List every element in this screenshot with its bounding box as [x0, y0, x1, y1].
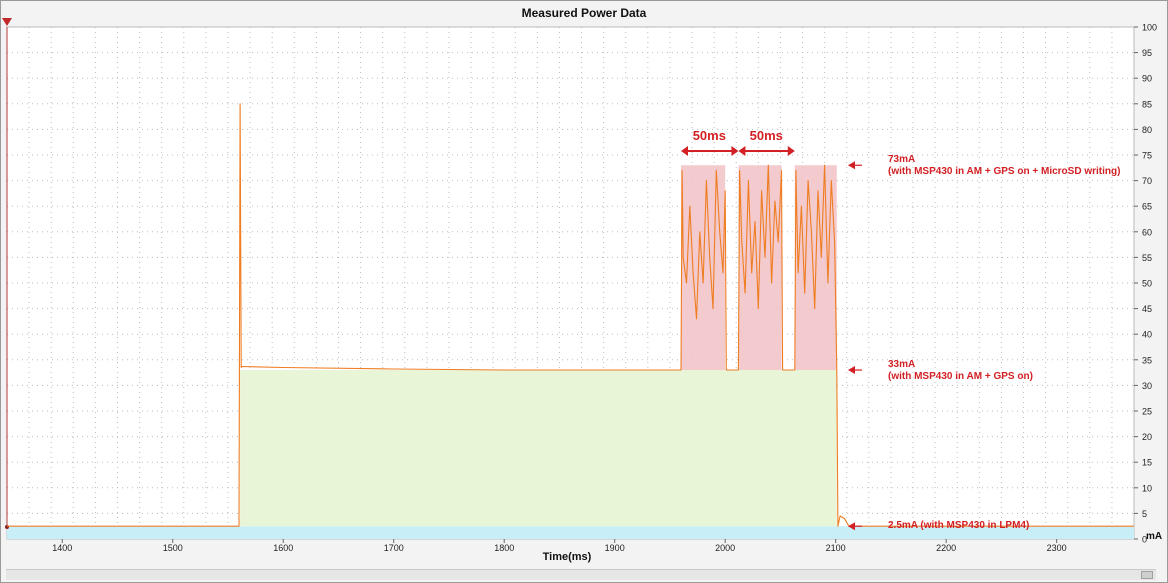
y-tick-label: 35	[1142, 355, 1152, 365]
y-tick-label: 40	[1142, 330, 1152, 340]
y-tick-label: 95	[1142, 48, 1152, 58]
annotation-73ma: 73mA (with MSP430 in AM + GPS on + Micro…	[888, 154, 1120, 178]
active-area-fill	[240, 370, 837, 526]
y-tick-label: 30	[1142, 381, 1152, 391]
annotation-33ma-value: 33mA	[888, 359, 1033, 371]
y-tick-label: 15	[1142, 458, 1152, 468]
time-cursor-marker-icon[interactable]	[2, 18, 12, 26]
horizontal-scrollbar[interactable]	[6, 569, 1156, 580]
y-tick-label: 70	[1142, 176, 1152, 186]
y-tick-label: 55	[1142, 253, 1152, 263]
y-tick-label: 5	[1142, 509, 1147, 519]
y-tick-label: 45	[1142, 304, 1152, 314]
time-cursor-dot	[5, 525, 9, 529]
y-tick-label: 75	[1142, 151, 1152, 161]
annotation-73ma-value: 73mA	[888, 154, 1120, 166]
y-tick-label: 65	[1142, 202, 1152, 212]
annotation-33ma: 33mA (with MSP430 in AM + GPS on)	[888, 359, 1033, 383]
annotation-2-5ma-value: 2.5mA (with MSP430 in LPM4)	[888, 520, 1029, 532]
y-tick-label: 20	[1142, 432, 1152, 442]
duration-label-2: 50ms	[750, 128, 783, 143]
y-axis-unit-label: mA	[1146, 531, 1162, 542]
y-tick-label: 80	[1142, 125, 1152, 135]
y-tick-label: 50	[1142, 279, 1152, 289]
y-tick-label: 10	[1142, 483, 1152, 493]
y-tick-label: 25	[1142, 407, 1152, 417]
y-tick-label: 85	[1142, 99, 1152, 109]
scrollbar-thumb[interactable]	[1141, 571, 1153, 579]
duration-label-1: 50ms	[693, 128, 726, 143]
annotation-33ma-note: (with MSP430 in AM + GPS on)	[888, 371, 1033, 383]
x-axis-label: Time(ms)	[0, 551, 1134, 563]
annotation-2-5ma: 2.5mA (with MSP430 in LPM4)	[888, 520, 1029, 532]
y-tick-label: 90	[1142, 74, 1152, 84]
annotation-73ma-note: (with MSP430 in AM + GPS on + MicroSD wr…	[888, 166, 1120, 178]
y-tick-label: 60	[1142, 227, 1152, 237]
y-tick-label: 100	[1142, 23, 1157, 33]
